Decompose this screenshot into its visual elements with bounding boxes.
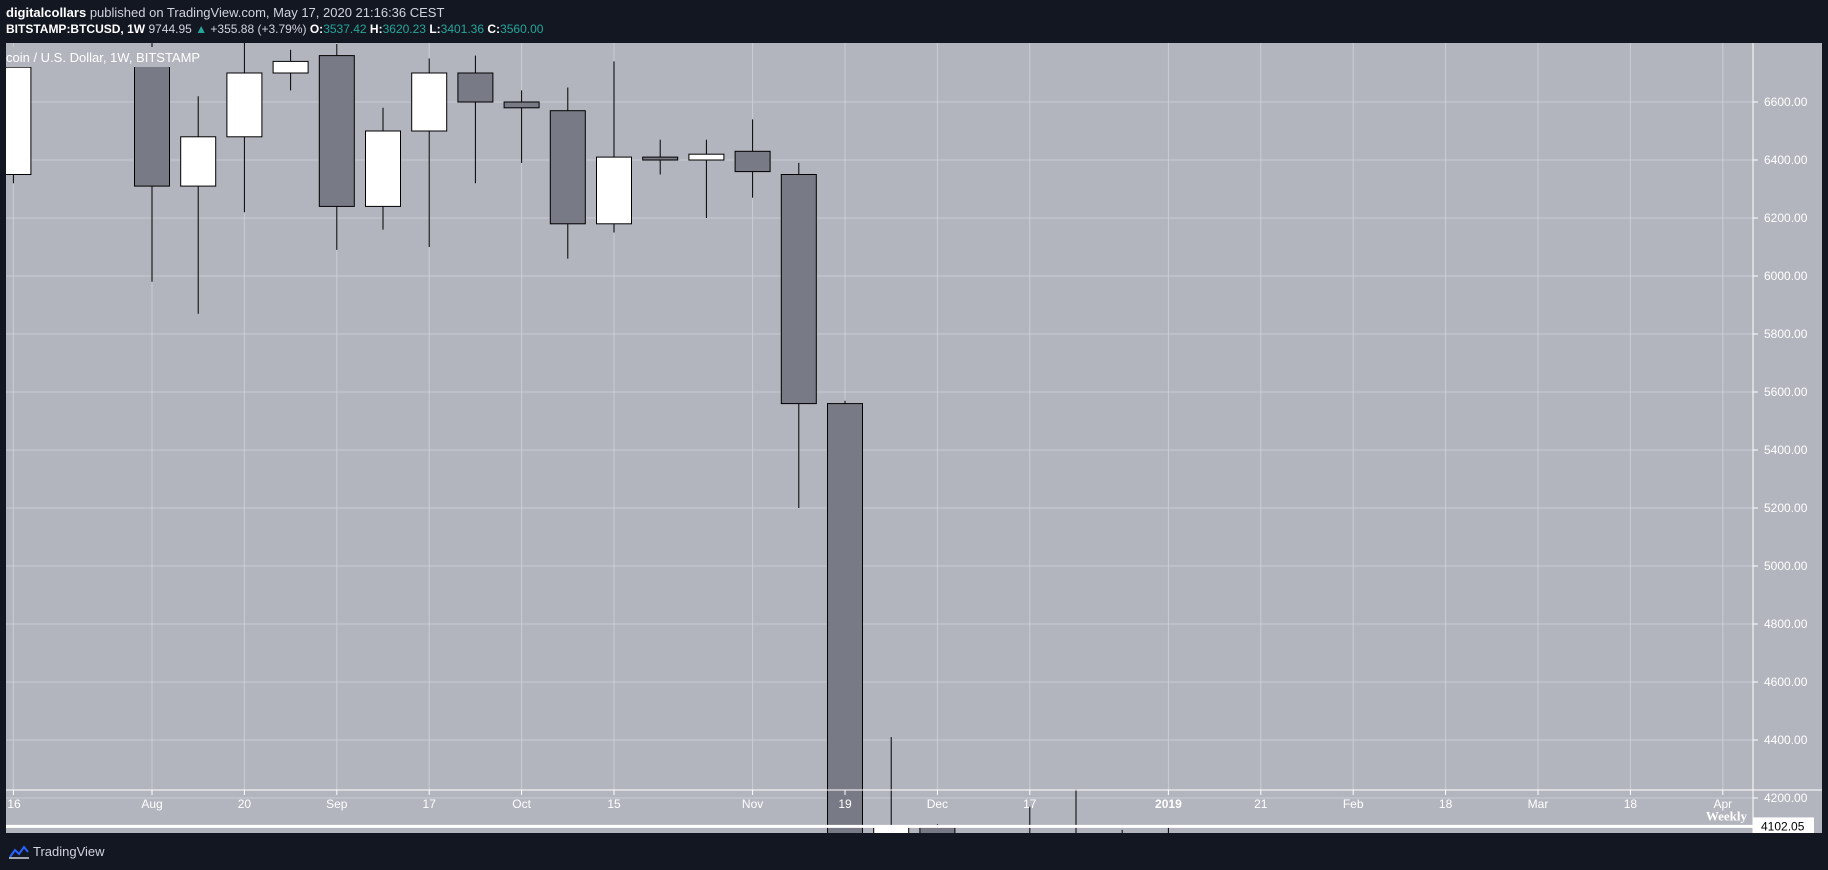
candle-body [272, 60, 309, 74]
y-tick-label: 5000.00 [1764, 559, 1808, 573]
x-tick-label: Dec [927, 797, 948, 811]
candle-body [134, 58, 170, 187]
footer: TradingView [0, 834, 1828, 870]
x-tick-label: Nov [742, 797, 763, 811]
level-name: Weekly [1706, 808, 1748, 823]
price-axis[interactable]: 2400.002600.002800.003000.003200.003400.… [1753, 95, 1808, 833]
down-candle[interactable] [1059, 789, 1094, 833]
close-label: C: [487, 22, 501, 36]
x-tick-label: Feb [1343, 797, 1364, 811]
up-candle[interactable] [6, 49, 32, 184]
candle-body [318, 55, 355, 207]
up-candle[interactable] [180, 96, 217, 314]
y-tick-label: 6400.00 [1764, 153, 1808, 167]
tradingview-cloud-icon[interactable] [8, 845, 30, 859]
x-tick-label: 18 [1439, 797, 1453, 811]
x-tick-label: 17 [423, 797, 437, 811]
candle-body [411, 72, 448, 132]
price-change: +355.88 (+3.79%) [210, 22, 307, 36]
candle-body [226, 72, 263, 138]
up-candle[interactable] [365, 107, 401, 230]
x-tick-label: 15 [607, 797, 621, 811]
chart-header: digitalcollars published on TradingView.… [0, 0, 1828, 44]
low-label: L: [429, 22, 441, 36]
y-tick-label: 5600.00 [1764, 385, 1808, 399]
high-value: 3620.23 [382, 22, 426, 36]
title-backdrop [6, 47, 224, 67]
candle-body [549, 110, 586, 225]
down-candle[interactable] [780, 162, 817, 508]
y-tick-label: 4600.00 [1764, 675, 1808, 689]
tradingview-brand[interactable]: TradingView [33, 844, 105, 859]
y-tick-label: 5400.00 [1764, 443, 1808, 457]
price-labels: 4102.053934.223560.00 [1753, 817, 1814, 833]
open-label: O: [309, 22, 324, 36]
change-arrow-icon: ▲ [195, 22, 208, 36]
candle-body [180, 136, 217, 187]
x-tick-label: Apr [1713, 797, 1732, 811]
y-tick-label: 4800.00 [1764, 617, 1808, 631]
down-candle[interactable] [503, 90, 540, 163]
candles [6, 43, 1169, 833]
publish-info: digitalcollars published on TradingView.… [6, 5, 444, 20]
candle-body [365, 130, 401, 207]
level-price-label: 4102.05 [1761, 819, 1805, 833]
y-tick-label: 5800.00 [1764, 327, 1808, 341]
down-candle[interactable] [457, 55, 494, 184]
up-candle[interactable] [226, 43, 263, 213]
candle-body [827, 403, 863, 833]
y-tick-label: 4200.00 [1764, 791, 1808, 805]
candle-body [734, 150, 771, 173]
candle-body [780, 174, 817, 405]
candle-body [596, 156, 632, 225]
x-tick-label: 21 [1254, 797, 1268, 811]
x-tick-label: 18 [1624, 797, 1638, 811]
y-tick-label: 6000.00 [1764, 269, 1808, 283]
chart-title: coin / U.S. Dollar, 1W, BITSTAMP [6, 50, 200, 65]
candlestick-chart[interactable]: WeeklyWeekly coin / U.S. Dollar, 1W, BIT… [6, 43, 1822, 833]
y-tick-label: 4400.00 [1764, 733, 1808, 747]
candle-body [6, 66, 32, 176]
up-candle[interactable] [411, 58, 448, 248]
x-tick-label: Mar [1528, 797, 1549, 811]
candle-body [642, 156, 679, 161]
grid [6, 43, 1753, 799]
up-candle[interactable] [596, 61, 632, 233]
high-label: H: [369, 22, 383, 36]
last-price: 9744.95 [148, 22, 192, 36]
x-tick-label: Oct [512, 797, 531, 811]
open-value: 3537.42 [323, 22, 367, 36]
down-candle[interactable] [642, 139, 679, 175]
x-tick-label: 20 [238, 797, 252, 811]
plot-area[interactable] [6, 43, 1822, 833]
level-price-tag [1753, 817, 1814, 833]
y-tick-label: 6600.00 [1764, 95, 1808, 109]
down-candle[interactable] [734, 119, 771, 198]
symbol-name: BITSTAMP:BTCUSD, 1W [6, 22, 146, 36]
down-candle[interactable] [318, 44, 355, 250]
close-value: 3560.00 [500, 22, 544, 36]
level-lines: WeeklyWeekly [6, 808, 1753, 828]
x-tick-label: 17 [1023, 797, 1037, 811]
x-tick-label: 19 [838, 797, 852, 811]
down-candle[interactable] [549, 87, 586, 259]
published-text: published on TradingView.com, May 17, 20… [89, 5, 445, 20]
x-tick-label: Sep [326, 797, 348, 811]
down-candle[interactable] [827, 400, 863, 833]
x-tick-label: Aug [141, 797, 162, 811]
up-candle[interactable] [272, 49, 309, 91]
y-tick-label: 5200.00 [1764, 501, 1808, 515]
candle-body [457, 72, 494, 103]
candle-body [503, 101, 540, 109]
symbol-info: BITSTAMP:BTCUSD, 1W 9744.95 ▲ +355.88 (+… [6, 22, 543, 36]
candle-body [688, 153, 725, 161]
up-candle[interactable] [688, 139, 725, 218]
x-tick-label: 2019 [1155, 797, 1182, 811]
low-value: 3401.36 [440, 22, 485, 36]
y-tick-label: 6200.00 [1764, 211, 1808, 225]
x-tick-label: 16 [7, 797, 21, 811]
time-axis[interactable]: 16 Aug 20 Sep 17 Oct 15 Nov 19 Dec 17 2019 21 Feb 18 Ma… [7, 790, 1732, 811]
author-name[interactable]: digitalcollars [6, 5, 87, 20]
